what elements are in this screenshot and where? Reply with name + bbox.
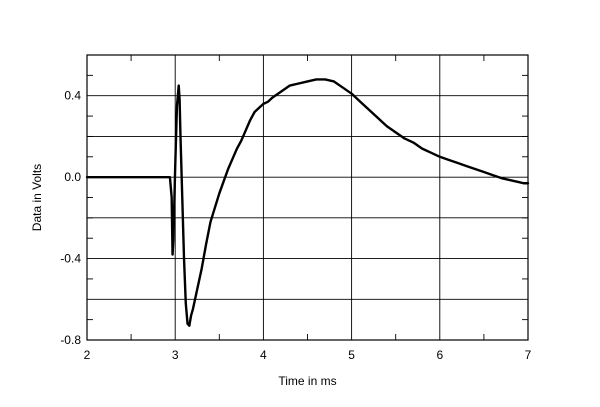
y-tick-label: 0.0 [64, 170, 81, 184]
x-tick-label: 7 [525, 348, 532, 362]
x-tick-label: 3 [172, 348, 179, 362]
x-tick-label: 4 [260, 348, 267, 362]
series-line [85, 78, 530, 327]
y-tick-label: -0.8 [60, 333, 81, 347]
plot-frame [86, 54, 529, 341]
x-tick-label: 2 [84, 348, 91, 362]
x-axis-title: Time in ms [278, 374, 336, 388]
y-tick-label: 0.4 [64, 89, 81, 103]
y-tick-label: -0.4 [60, 252, 81, 266]
x-tick-label: 6 [436, 348, 443, 362]
y-axis-title: Data in Volts [30, 164, 44, 231]
tick-layer [87, 55, 528, 340]
x-tick-label: 5 [348, 348, 355, 362]
label-layer: 2 3 4 5 6 7 -0.8 -0.4 0.0 0.4 [60, 89, 531, 362]
